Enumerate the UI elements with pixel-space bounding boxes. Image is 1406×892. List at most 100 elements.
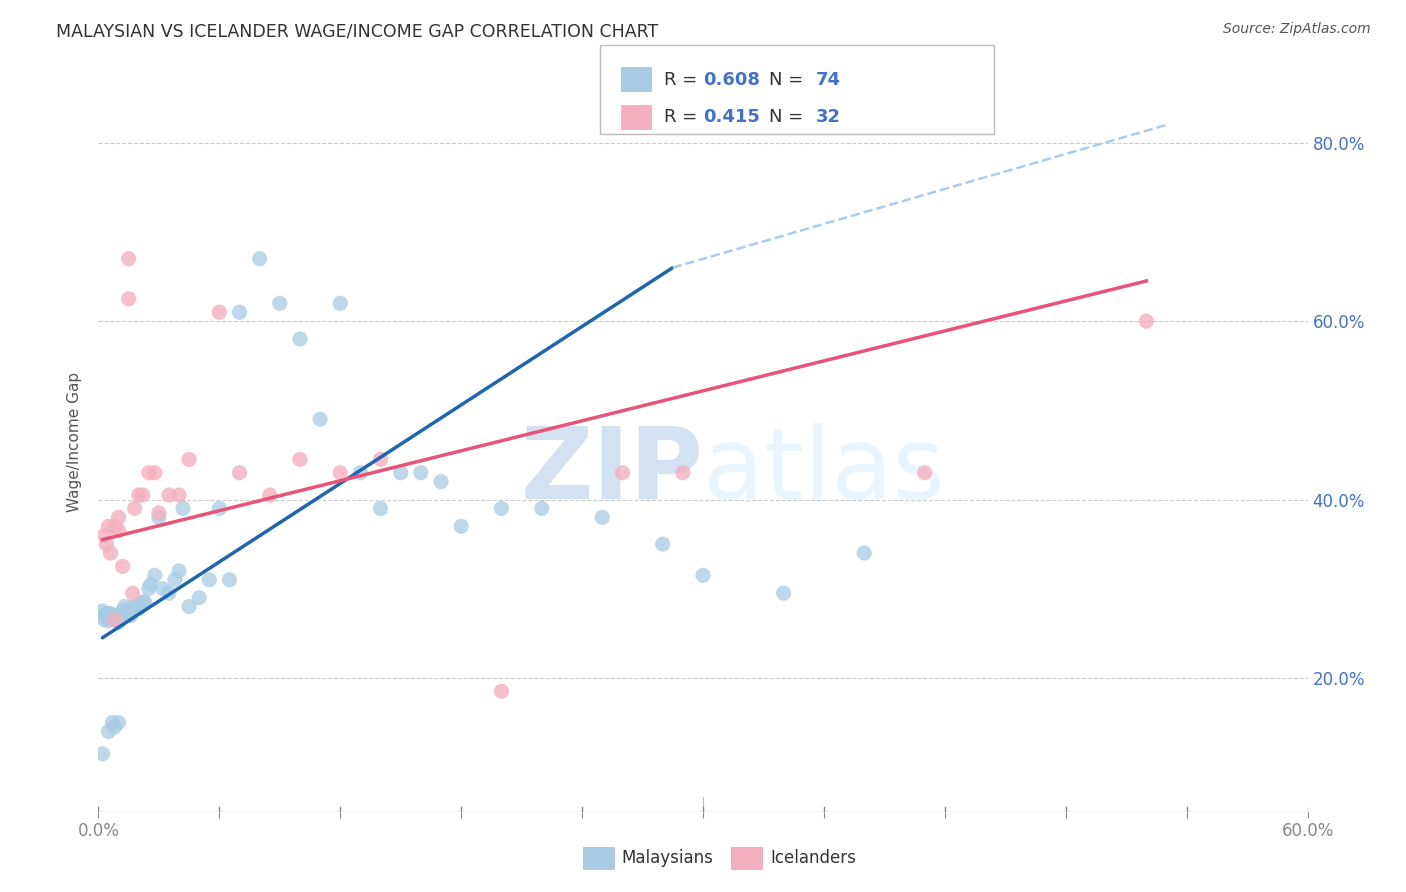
Point: [103, 519, 125, 533]
Point: [228, 305, 250, 319]
Point: [672, 466, 695, 480]
Point: [103, 613, 125, 627]
Point: [198, 573, 221, 587]
Point: [107, 510, 129, 524]
Point: [103, 611, 125, 625]
Point: [124, 601, 146, 615]
Point: [288, 332, 311, 346]
Point: [914, 466, 936, 480]
Point: [530, 501, 553, 516]
Point: [370, 452, 392, 467]
Point: [100, 610, 122, 624]
Point: [97, 610, 120, 624]
Point: [110, 607, 132, 621]
Point: [111, 559, 134, 574]
Point: [118, 292, 141, 306]
Point: [103, 608, 125, 623]
Point: [249, 252, 271, 266]
Point: [111, 610, 134, 624]
Point: [228, 466, 250, 480]
Text: 32: 32: [815, 108, 841, 127]
Point: [111, 604, 134, 618]
Point: [143, 466, 166, 480]
Point: [101, 715, 124, 730]
Point: [114, 604, 136, 618]
Point: [121, 586, 143, 600]
Point: [105, 610, 128, 624]
Point: [93, 613, 115, 627]
Point: [96, 607, 118, 621]
Point: [96, 610, 118, 624]
Text: MALAYSIAN VS ICELANDER WAGE/INCOME GAP CORRELATION CHART: MALAYSIAN VS ICELANDER WAGE/INCOME GAP C…: [56, 22, 658, 40]
Point: [172, 501, 194, 516]
Point: [409, 466, 432, 480]
Point: [208, 501, 231, 516]
Point: [97, 724, 120, 739]
Point: [132, 488, 155, 502]
Point: [138, 582, 160, 596]
Point: [134, 595, 156, 609]
Point: [370, 501, 392, 516]
Text: R =: R =: [664, 108, 703, 127]
Text: Malaysians: Malaysians: [621, 849, 713, 867]
Text: 0.415: 0.415: [703, 108, 759, 127]
Point: [157, 586, 180, 600]
Point: [121, 599, 143, 614]
Point: [129, 598, 152, 612]
Point: [107, 608, 129, 623]
Y-axis label: Wage/Income Gap: Wage/Income Gap: [67, 371, 83, 512]
Point: [132, 595, 155, 609]
Point: [188, 591, 211, 605]
Point: [128, 601, 150, 615]
Point: [1135, 314, 1157, 328]
Point: [118, 604, 141, 618]
Text: ZIP: ZIP: [520, 423, 703, 520]
Point: [114, 599, 136, 614]
Point: [218, 573, 240, 587]
Point: [269, 296, 291, 310]
Point: [120, 608, 142, 623]
Point: [163, 573, 186, 587]
Point: [115, 607, 138, 621]
Point: [772, 586, 794, 600]
Point: [128, 488, 150, 502]
Text: 0.608: 0.608: [703, 70, 761, 88]
Point: [259, 488, 281, 502]
Point: [179, 599, 201, 614]
Point: [100, 607, 122, 621]
Text: R =: R =: [664, 70, 703, 88]
Point: [139, 577, 162, 591]
Point: [138, 466, 160, 480]
Point: [93, 608, 115, 623]
Point: [91, 604, 114, 618]
Point: [97, 608, 120, 623]
Point: [152, 582, 174, 596]
Point: [329, 466, 352, 480]
Point: [288, 452, 311, 467]
Point: [491, 501, 513, 516]
Point: [100, 546, 122, 560]
Point: [107, 715, 129, 730]
Point: [105, 613, 128, 627]
Point: [97, 519, 120, 533]
Point: [853, 546, 876, 560]
Point: [157, 488, 180, 502]
Point: [208, 305, 231, 319]
Text: Source: ZipAtlas.com: Source: ZipAtlas.com: [1223, 22, 1371, 37]
Point: [97, 614, 120, 628]
Point: [612, 466, 634, 480]
Point: [93, 528, 115, 542]
Point: [329, 296, 352, 310]
Point: [309, 412, 332, 426]
Point: [591, 510, 613, 524]
Point: [450, 519, 472, 533]
Point: [125, 599, 148, 614]
Point: [148, 506, 170, 520]
Point: [107, 615, 129, 630]
Point: [107, 524, 129, 538]
Point: [167, 564, 190, 578]
Point: [491, 684, 513, 698]
Point: [389, 466, 412, 480]
Point: [91, 747, 114, 761]
Point: [148, 510, 170, 524]
